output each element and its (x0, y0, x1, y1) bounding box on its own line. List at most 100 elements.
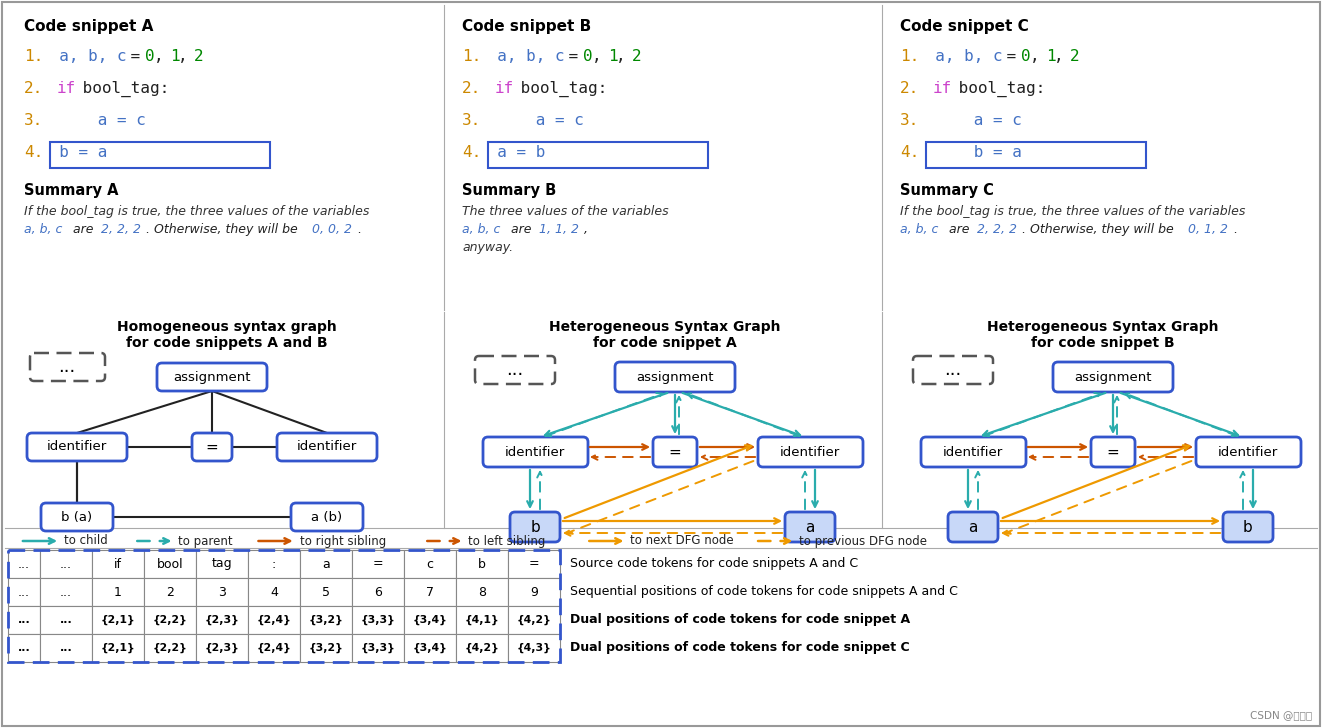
Bar (300, 578, 352, 606)
Text: b: b (1243, 520, 1253, 534)
Text: Dual positions of code tokens for code snippet C: Dual positions of code tokens for code s… (570, 641, 910, 654)
Text: The three values of the variables: The three values of the variables (461, 205, 673, 218)
Text: identifier: identifier (46, 440, 107, 454)
Text: 1: 1 (114, 585, 122, 598)
Bar (249, 578, 300, 606)
Bar (40, 634, 93, 662)
Text: {2,4}: {2,4} (256, 643, 291, 653)
Text: ...: ... (59, 615, 73, 625)
Bar (93, 550, 144, 578)
Text: 2, 2, 2: 2, 2, 2 (977, 223, 1017, 236)
Bar (352, 578, 405, 606)
Text: identifier: identifier (943, 446, 1003, 459)
Text: {2,4}: {2,4} (256, 615, 291, 625)
Text: .: . (357, 223, 361, 236)
Text: =: = (669, 445, 681, 459)
Bar (300, 606, 352, 634)
Text: ,: , (178, 49, 197, 64)
FancyBboxPatch shape (26, 433, 127, 461)
Text: a = c: a = c (40, 113, 145, 128)
FancyBboxPatch shape (50, 142, 270, 168)
Text: to previous DFG node: to previous DFG node (800, 534, 927, 547)
Text: Heterogeneous Syntax Graph
for code snippet A: Heterogeneous Syntax Graph for code snip… (549, 320, 781, 350)
Text: . Otherwise, they will be: . Otherwise, they will be (145, 223, 301, 236)
Text: are: are (69, 223, 98, 236)
Text: identifier: identifier (505, 446, 564, 459)
Text: a, b, c: a, b, c (900, 223, 939, 236)
Bar (249, 606, 300, 634)
Bar (8, 606, 40, 634)
Text: 1: 1 (169, 49, 180, 64)
Text: bool_tag:: bool_tag: (510, 81, 607, 98)
Text: 3.: 3. (900, 113, 919, 128)
FancyBboxPatch shape (488, 142, 709, 168)
Bar (144, 634, 196, 662)
FancyBboxPatch shape (278, 433, 377, 461)
Text: to right sibling: to right sibling (300, 534, 386, 547)
Text: bool_tag:: bool_tag: (73, 81, 169, 98)
Text: {2,1}: {2,1} (100, 615, 135, 625)
Text: bool_tag:: bool_tag: (949, 81, 1044, 98)
Text: identifier: identifier (780, 446, 839, 459)
Text: if: if (494, 81, 514, 96)
FancyBboxPatch shape (510, 512, 561, 542)
Bar (508, 578, 561, 606)
Text: Summary C: Summary C (900, 183, 994, 198)
Bar (352, 550, 405, 578)
Text: =: = (206, 440, 218, 454)
Bar (405, 550, 456, 578)
Text: 1.: 1. (461, 49, 481, 64)
Text: 2.: 2. (461, 81, 481, 96)
FancyBboxPatch shape (1196, 437, 1301, 467)
Text: b = a: b = a (40, 145, 107, 160)
Text: a, b, c: a, b, c (461, 223, 500, 236)
Text: {2,2}: {2,2} (152, 643, 188, 653)
Bar (249, 550, 300, 578)
Text: Dual positions of code tokens for code snippet A: Dual positions of code tokens for code s… (570, 614, 910, 627)
FancyBboxPatch shape (41, 503, 112, 531)
Text: Heterogeneous Syntax Graph
for code snippet B: Heterogeneous Syntax Graph for code snip… (988, 320, 1219, 350)
FancyBboxPatch shape (785, 512, 836, 542)
Text: c: c (427, 558, 434, 571)
Text: a (b): a (b) (312, 510, 342, 523)
Text: 3.: 3. (461, 113, 481, 128)
Text: 2: 2 (632, 49, 641, 64)
FancyBboxPatch shape (483, 437, 588, 467)
Text: tag: tag (212, 558, 233, 571)
FancyBboxPatch shape (653, 437, 697, 467)
Text: {4,1}: {4,1} (465, 615, 500, 625)
Text: 6: 6 (374, 585, 382, 598)
Text: Code snippet B: Code snippet B (461, 19, 591, 34)
Bar (40, 550, 93, 578)
Text: to child: to child (63, 534, 108, 547)
Text: 2: 2 (167, 585, 175, 598)
Text: 0, 1, 2: 0, 1, 2 (1188, 223, 1228, 236)
Text: to next DFG node: to next DFG node (631, 534, 734, 547)
Bar (144, 606, 196, 634)
Bar (508, 550, 561, 578)
Text: {3,3}: {3,3} (361, 643, 395, 653)
Text: b (a): b (a) (61, 510, 93, 523)
Text: =: = (559, 49, 588, 64)
Text: 7: 7 (426, 585, 434, 598)
Bar (300, 550, 352, 578)
Text: :: : (272, 558, 276, 571)
Text: 1: 1 (608, 49, 617, 64)
FancyBboxPatch shape (30, 353, 104, 381)
Text: a = b: a = b (479, 145, 546, 160)
Text: if: if (114, 558, 122, 571)
Text: are: are (506, 223, 535, 236)
Text: assignment: assignment (636, 371, 714, 384)
Bar (456, 550, 508, 578)
Text: Homogeneous syntax graph
for code snippets A and B: Homogeneous syntax graph for code snippe… (118, 320, 337, 350)
Text: If the bool_tag is true, the three values of the variables: If the bool_tag is true, the three value… (900, 205, 1245, 218)
Text: =: = (529, 558, 539, 571)
Text: a, b, c: a, b, c (40, 49, 136, 64)
FancyBboxPatch shape (157, 363, 267, 391)
Text: ...: ... (944, 361, 961, 379)
Text: a, b, c: a, b, c (479, 49, 575, 64)
Text: 1, 1, 2: 1, 1, 2 (539, 223, 579, 236)
Bar (144, 550, 196, 578)
Text: {3,2}: {3,2} (308, 615, 344, 625)
Text: assignment: assignment (173, 371, 251, 384)
